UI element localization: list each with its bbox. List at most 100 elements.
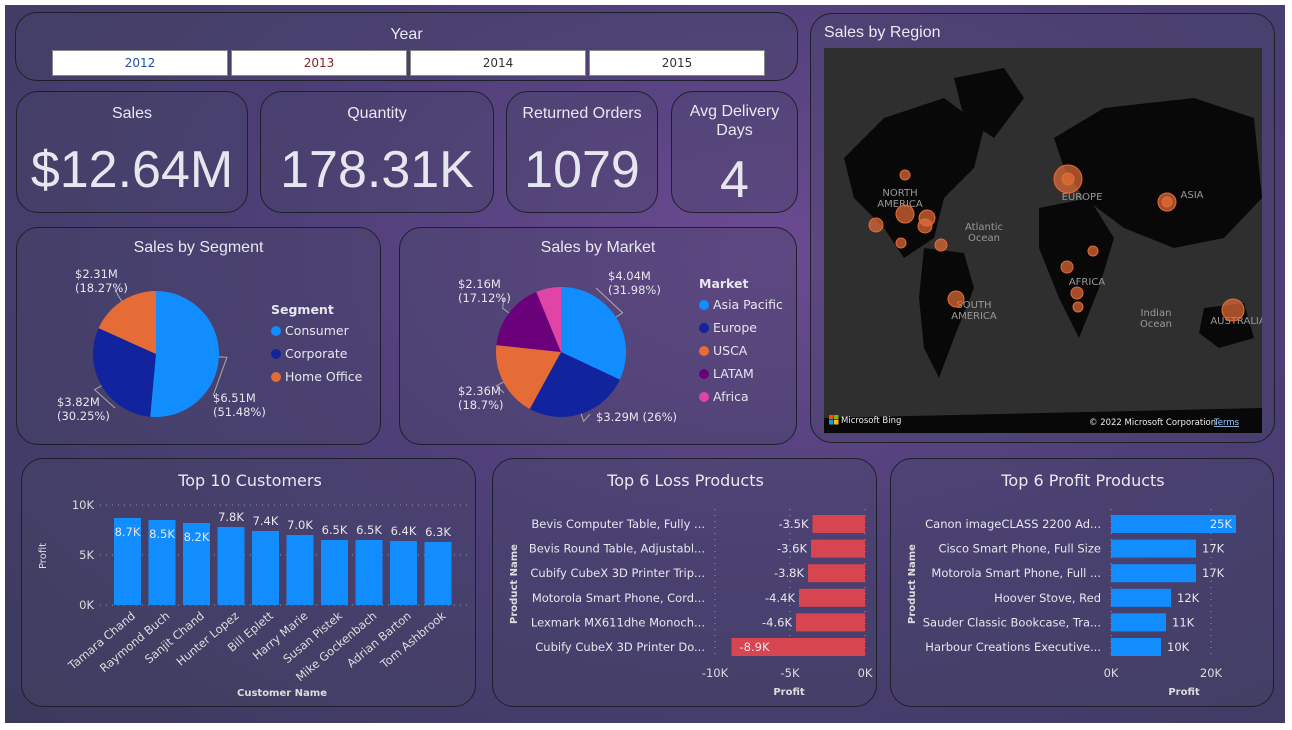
map-region-label: AMERICA <box>951 311 997 322</box>
chart-title: Top 6 Profit Products <box>1000 471 1164 490</box>
sales-bubble[interactable] <box>895 237 907 249</box>
map-region-label: SOUTH <box>956 300 991 311</box>
sales-bubble[interactable] <box>899 169 911 181</box>
pie-slice-home-office[interactable] <box>98 291 156 354</box>
slice-value-label: $4.04M <box>608 269 651 283</box>
sales-bubble[interactable] <box>917 218 933 234</box>
bar-tamara-chand[interactable] <box>114 518 141 605</box>
bing-brand: Microsoft Bing <box>841 416 901 426</box>
bar-adrian-barton[interactable] <box>390 541 417 605</box>
data-label: 6.4K <box>391 524 417 538</box>
pie-slice-europe[interactable] <box>529 352 620 417</box>
data-label: 8.7K <box>115 525 141 539</box>
bar-harry-marie[interactable] <box>286 535 314 605</box>
slice-value-label: $3.82M <box>57 395 100 409</box>
land-mass <box>1054 98 1262 248</box>
sales-bubble[interactable] <box>1221 298 1245 322</box>
bar-product[interactable] <box>1111 613 1166 632</box>
bar-product[interactable] <box>808 564 865 583</box>
y-axis-title: Product Name <box>907 544 918 624</box>
land-mass <box>919 248 974 378</box>
y-tick-label: Cubify CubeX 3D Printer Trip... <box>530 566 705 580</box>
bing-logo-icon <box>834 420 839 425</box>
bar-product[interactable] <box>796 613 865 632</box>
bar-sanjit-chand[interactable] <box>183 523 210 605</box>
segment-pie: $6.51M(51.48%) $3.82M(30.25%) $2.31M(18.27… <box>57 267 266 423</box>
sales-bubble[interactable] <box>868 217 884 233</box>
bar-bill-eplett[interactable] <box>252 531 279 605</box>
y-tick-label: 10K <box>72 498 95 512</box>
kpi-sales: Sales $12.64M <box>16 91 248 213</box>
year-option-2014[interactable]: 2014 <box>410 50 586 76</box>
y-tick-label: Bevis Computer Table, Fully ... <box>531 517 705 531</box>
slice-percent-label: (31.98%) <box>608 283 661 297</box>
chart-title: Sales by Market <box>540 239 656 256</box>
pie-slice-consumer[interactable] <box>150 291 219 417</box>
sales-bubble[interactable] <box>895 204 915 224</box>
legend-item-usca[interactable]: USCA <box>699 343 783 358</box>
legend-item-asia-pacific[interactable]: Asia Pacific <box>699 297 783 312</box>
bar-product[interactable] <box>1111 564 1196 583</box>
bar-hunter-lopez[interactable] <box>217 527 245 605</box>
profit-products-card: Top 6 Profit Products 0K 20K Canon imageCLA… <box>890 458 1274 707</box>
legend-item-europe[interactable]: Europe <box>699 320 783 335</box>
sales-bubble[interactable] <box>947 290 965 308</box>
bar-tom-ashbrook[interactable] <box>424 542 452 605</box>
legend-item-latam[interactable]: LATAM <box>699 366 783 381</box>
kpi-value: $12.64M <box>30 141 234 199</box>
bar-product[interactable] <box>731 638 866 656</box>
leader-line <box>114 287 123 302</box>
loss-products-chart: Top 6 Loss Products -10K -5K 0K Bevis Comput… <box>509 471 873 698</box>
bar-product[interactable] <box>1111 539 1196 558</box>
year-option-2013[interactable]: 2013 <box>231 50 407 76</box>
legend-item-consumer[interactable]: Consumer <box>271 323 362 338</box>
x-tick-label: -5K <box>780 666 799 680</box>
data-label: -4.6K <box>762 615 792 629</box>
legend-item-africa[interactable]: Africa <box>699 389 783 404</box>
sales-bubble[interactable] <box>934 238 948 252</box>
bar-product[interactable] <box>1111 588 1171 607</box>
sales-bubble[interactable] <box>1072 301 1084 313</box>
map-region-label: Ocean <box>1140 319 1172 330</box>
slice-value-label: $2.36M <box>458 384 501 398</box>
legend-marker <box>271 371 281 382</box>
sales-bubble[interactable] <box>1061 172 1075 186</box>
year-option-2012[interactable]: 2012 <box>52 50 228 76</box>
y-tick-label: Lexmark MX611dhe Monoch... <box>531 615 705 629</box>
bar-susan-pistek[interactable] <box>321 540 348 605</box>
kpi-value: 1079 <box>524 141 640 199</box>
bing-logo-icon <box>829 415 834 420</box>
legend-label: Consumer <box>285 323 349 338</box>
bar-product[interactable] <box>812 515 866 533</box>
slice-percent-label: (30.25%) <box>57 409 110 423</box>
sales-bubble[interactable] <box>1161 196 1173 208</box>
x-tick-label: 0K <box>1104 666 1119 680</box>
pie-slice-latam[interactable] <box>496 291 561 352</box>
bar-product[interactable] <box>799 588 865 607</box>
sales-bubble[interactable] <box>1060 260 1074 274</box>
bar-product[interactable] <box>811 539 865 558</box>
pie-slice-asia-pacific[interactable] <box>561 287 626 380</box>
legend-item-corporate[interactable]: Corporate <box>271 346 362 361</box>
profit-products-chart: Top 6 Profit Products 0K 20K Canon imageCLA… <box>907 471 1236 698</box>
dashboard: Year 2012 2013 2014 2015 Sales $12.64M Quan… <box>5 5 1285 723</box>
year-slicer: Year 2012 2013 2014 2015 <box>15 12 798 81</box>
bar-raymond-buch[interactable] <box>148 520 176 605</box>
sales-by-segment-card: Sales by Segment $6.51M (51.48%) $3.82M (30… <box>16 227 381 445</box>
terms-link[interactable]: Terms <box>1213 418 1240 428</box>
slice-value-label: $2.16M <box>458 277 501 291</box>
pie-slice-usca[interactable] <box>496 345 561 409</box>
legend-item-home-office[interactable]: Home Office <box>271 369 362 384</box>
pie-slice-corporate[interactable] <box>92 328 156 417</box>
bar-mike-gockenbach[interactable] <box>355 540 383 605</box>
pie-slice-africa[interactable] <box>536 287 561 352</box>
bar-product[interactable] <box>1111 638 1161 656</box>
sales-bubble[interactable] <box>1087 245 1099 257</box>
data-label: 11K <box>1172 615 1195 629</box>
sales-bubble[interactable] <box>1070 286 1084 300</box>
y-axis-title: Product Name <box>509 544 520 624</box>
bar-product[interactable] <box>1111 515 1236 533</box>
year-option-2015[interactable]: 2015 <box>589 50 765 76</box>
leader-line <box>495 381 505 394</box>
